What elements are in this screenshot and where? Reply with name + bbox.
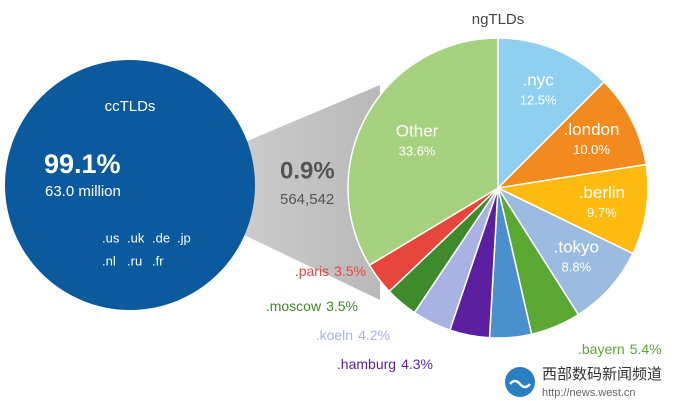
slice-value: 3.5% — [326, 298, 358, 314]
slice-name: .moscow — [266, 298, 322, 314]
slice-label: .moscow 3.5% — [266, 298, 358, 314]
pie-slice — [495, 163, 649, 255]
member-label: .de — [152, 230, 170, 245]
pie-slice — [495, 80, 648, 190]
slice-name: .bayern — [578, 341, 625, 357]
member-label: .jp — [177, 230, 191, 245]
detail-count: 564,542 — [280, 191, 334, 208]
slice-name: .nyc — [523, 70, 555, 89]
slice-value: 9.7% — [587, 205, 617, 220]
member-label: .nl — [102, 253, 116, 268]
pie-title: ngTLDs — [472, 11, 525, 28]
watermark: 西部数码新闻频道 http://news.west.cn — [505, 366, 662, 399]
main-count: 63.0 million — [45, 183, 121, 200]
slice-value: 8.8% — [562, 259, 592, 274]
slice-value: 4.2% — [358, 327, 390, 343]
slice-value: 12.5% — [520, 92, 557, 107]
slice-name: .tokyo — [554, 237, 599, 256]
watermark-url: http://news.west.cn — [542, 387, 636, 399]
main-title: ccTLDs — [105, 98, 156, 115]
slice-label: .hamburg 4.3% — [337, 356, 433, 372]
slice-name: Other — [396, 122, 439, 141]
member-label: .uk — [127, 230, 145, 245]
main-circle — [5, 60, 255, 310]
slice-name: .paris — [295, 263, 329, 279]
pie-slice — [497, 37, 606, 190]
pie-slice — [495, 186, 634, 316]
main-value: 99.1% — [44, 149, 121, 179]
slice-value: 10.0% — [573, 142, 610, 157]
slice-name: .berlin — [579, 183, 625, 202]
slice-value: 33.6% — [399, 144, 436, 159]
member-label: .ru — [127, 253, 142, 268]
watermark-wave — [509, 379, 531, 389]
slice-value: 5.4% — [630, 341, 662, 357]
slice-name: .london — [564, 120, 620, 139]
slice-label: .paris 3.5% — [295, 263, 366, 279]
slice-name: .koeln — [316, 327, 353, 343]
detail-value: 0.9% — [280, 157, 335, 184]
slice-name: .hamburg — [337, 356, 396, 372]
watermark-name: 西部数码新闻频道 — [542, 366, 662, 383]
member-label: .fr — [152, 253, 164, 268]
slice-value: 4.3% — [401, 356, 433, 372]
slice-value: 3.5% — [334, 263, 366, 279]
watermark-logo — [505, 367, 535, 397]
connector — [150, 85, 380, 300]
slice-label: .bayern 5.4% — [578, 341, 662, 357]
slice-label: .koeln 4.2% — [316, 327, 390, 343]
pie-slice — [347, 37, 499, 267]
member-label: .us — [102, 230, 120, 245]
